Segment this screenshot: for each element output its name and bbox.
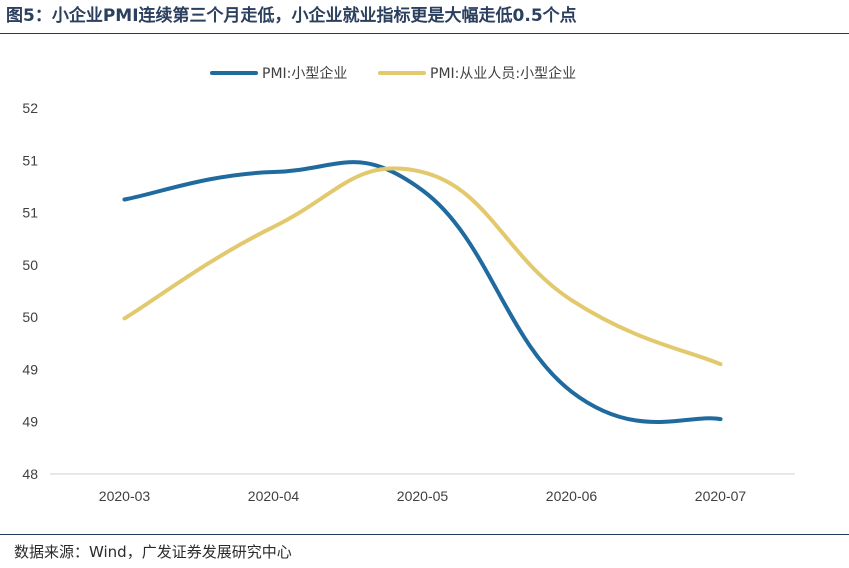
series-lines bbox=[122, 160, 723, 424]
series-line-2 bbox=[122, 166, 723, 367]
chart-legend: PMI:小型企业 PMI:从业人员:小型企业 bbox=[210, 65, 576, 82]
y-tick-label: 49 bbox=[22, 361, 38, 377]
source-note: 数据来源：Wind，广发证券发展研究中心 bbox=[14, 543, 292, 561]
data-point-series-2 bbox=[273, 226, 274, 228]
footer-divider bbox=[0, 534, 849, 535]
x-tick-label: 2020-05 bbox=[397, 488, 449, 504]
legend-label-series-2: PMI:从业人员:小型企业 bbox=[430, 65, 576, 82]
y-tick-label: 48 bbox=[22, 466, 38, 482]
title-divider bbox=[0, 33, 849, 34]
x-tick-label: 2020-06 bbox=[546, 488, 598, 504]
data-point-series-2 bbox=[571, 299, 572, 301]
y-tick-label: 51 bbox=[22, 205, 38, 221]
data-point-series-1 bbox=[273, 171, 274, 173]
data-point-series-1 bbox=[124, 199, 125, 200]
data-point-series-1 bbox=[571, 391, 572, 393]
y-tick-label: 50 bbox=[22, 257, 38, 273]
y-tick-label: 52 bbox=[22, 100, 38, 116]
series-line-1 bbox=[122, 160, 723, 424]
data-point-series-1 bbox=[422, 189, 423, 191]
data-point-series-1 bbox=[720, 418, 721, 420]
y-tick-label: 51 bbox=[22, 152, 38, 168]
data-point-series-2 bbox=[720, 363, 721, 365]
data-point-series-2 bbox=[422, 171, 423, 173]
y-axis: 48 49 49 50 50 51 51 52 bbox=[22, 100, 38, 482]
legend-label-series-1: PMI:小型企业 bbox=[262, 65, 347, 82]
x-axis: 2020-03 2020-04 2020-05 2020-06 2020-07 bbox=[99, 488, 747, 504]
x-tick-label: 2020-03 bbox=[99, 488, 151, 504]
y-tick-label: 50 bbox=[22, 309, 38, 325]
data-point-series-2 bbox=[124, 317, 125, 319]
figure-title: 图5：小企业PMI连续第三个月走低，小企业就业指标更是大幅走低0.5个点 bbox=[6, 6, 577, 26]
x-tick-label: 2020-07 bbox=[695, 488, 747, 504]
y-tick-label: 49 bbox=[22, 414, 38, 430]
x-tick-label: 2020-04 bbox=[248, 488, 300, 504]
